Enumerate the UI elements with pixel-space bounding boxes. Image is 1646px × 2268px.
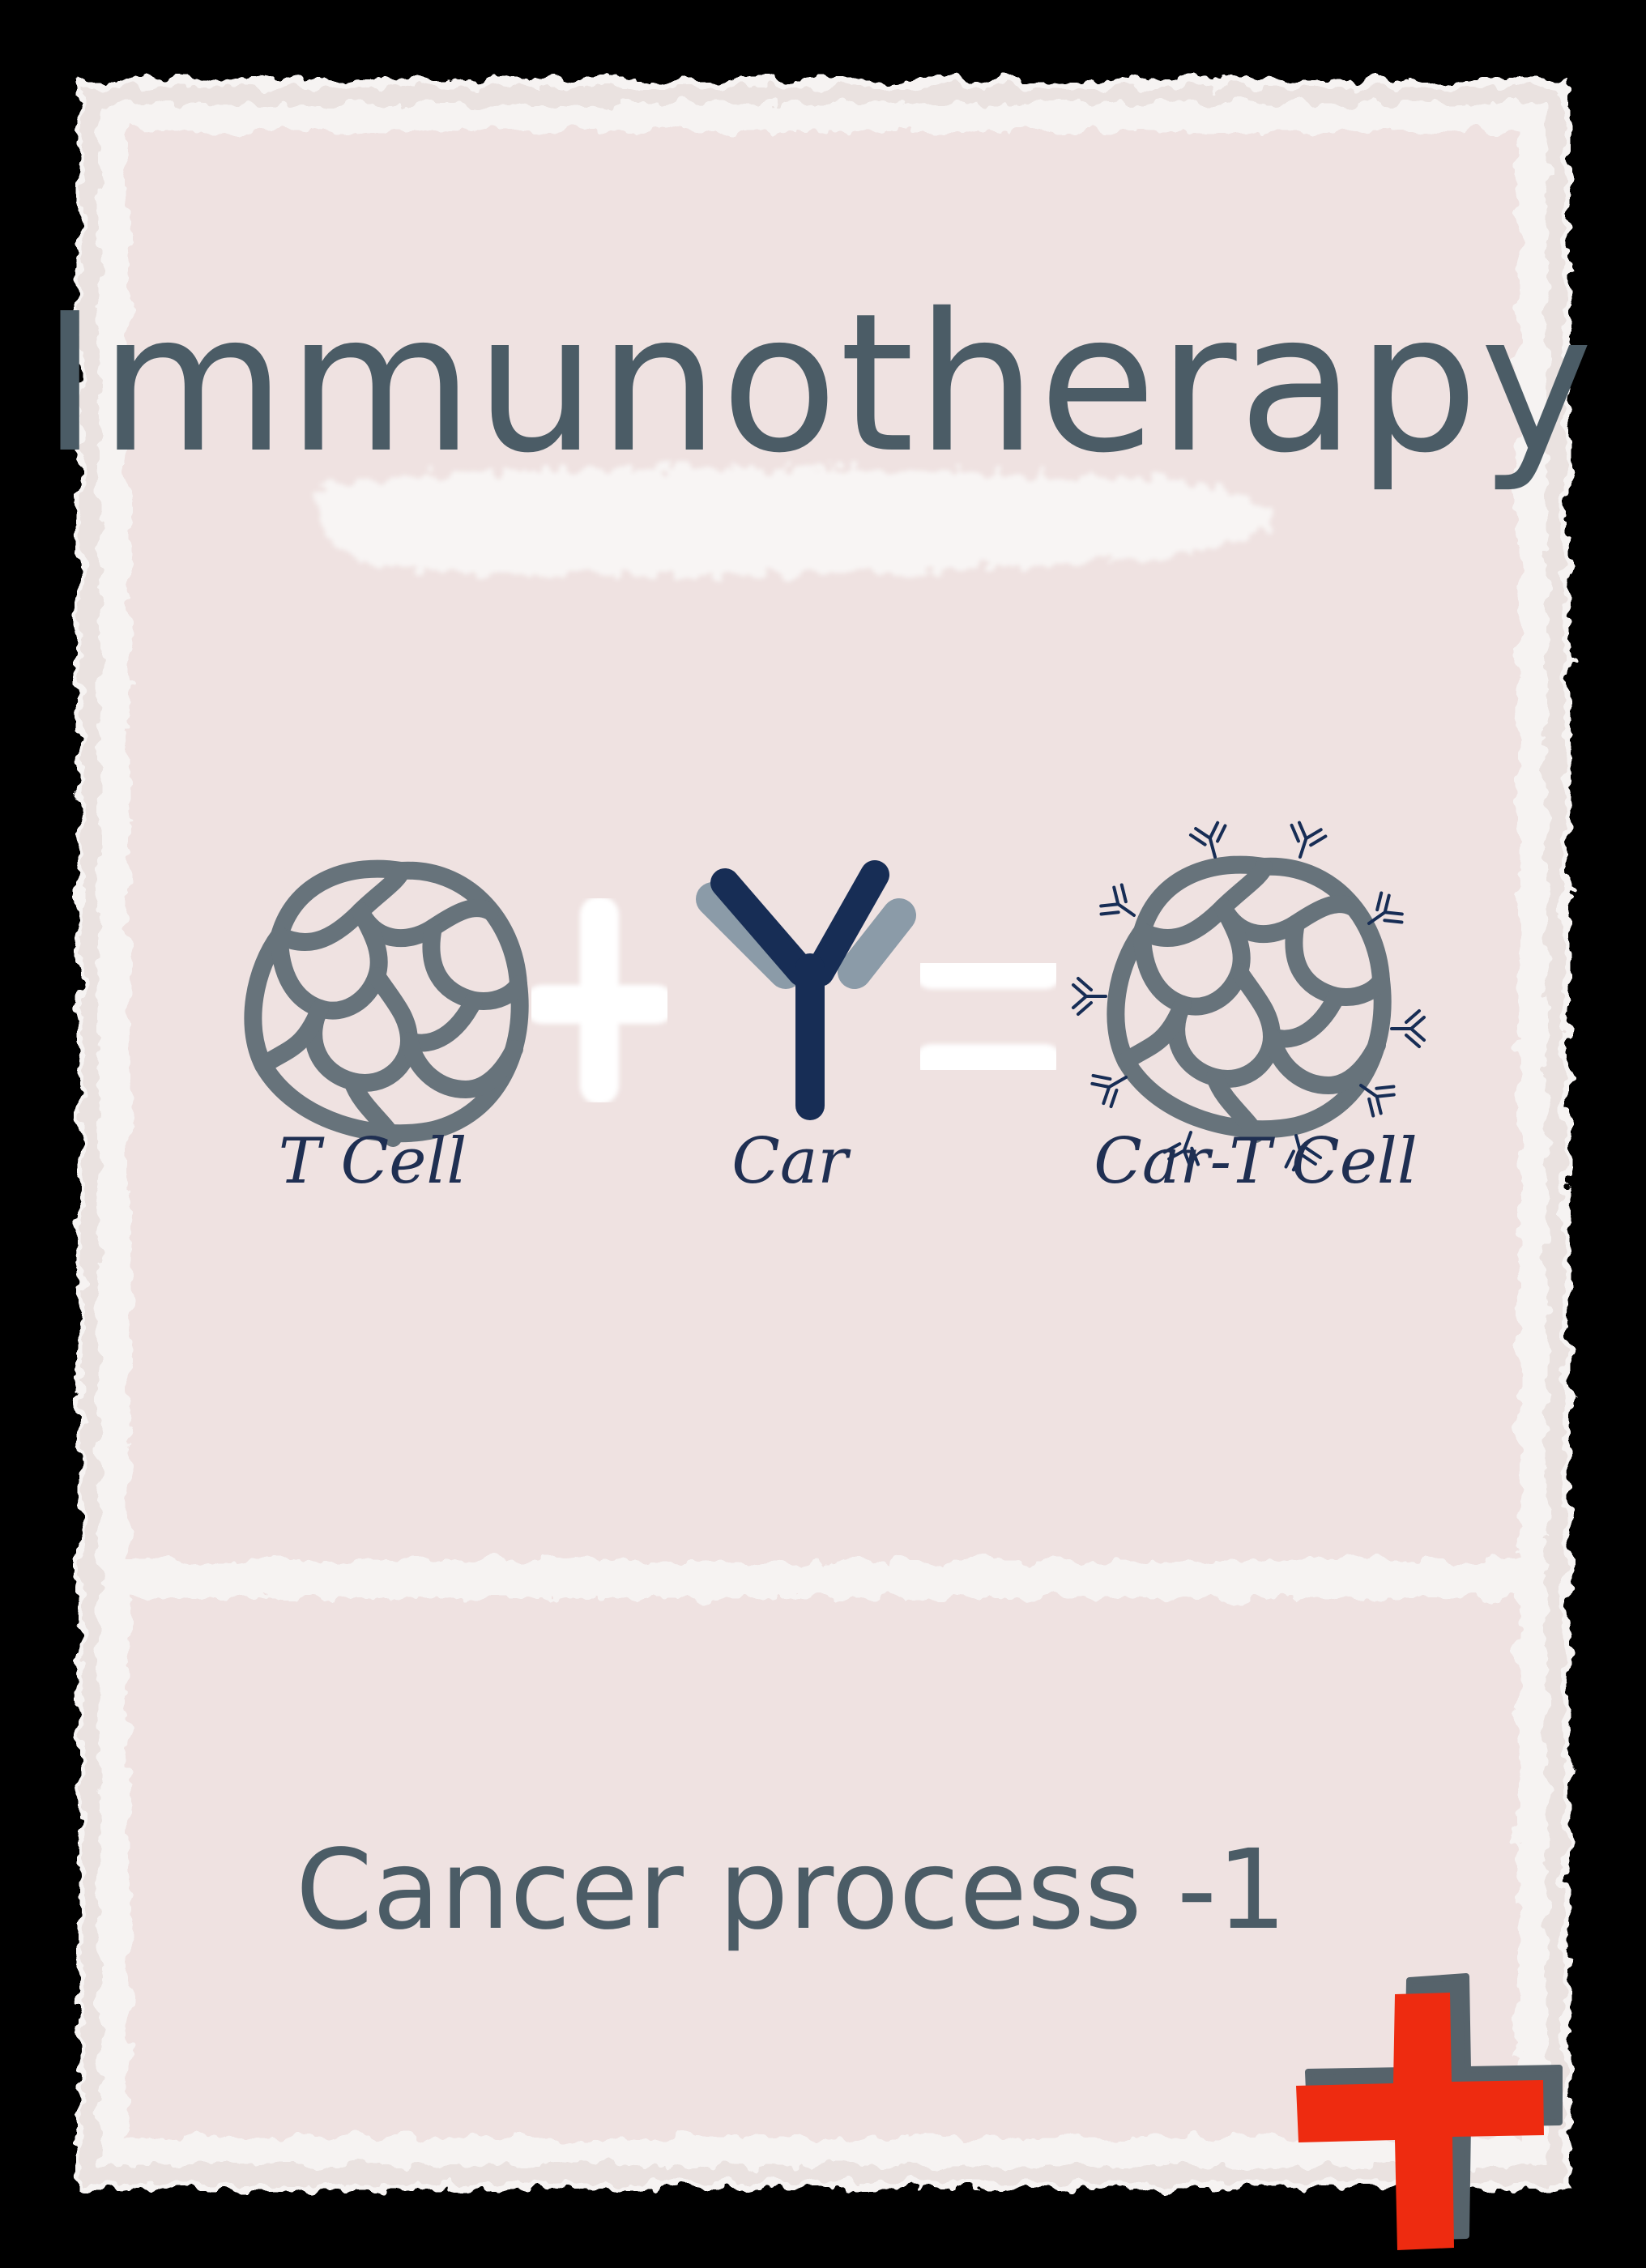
car-t-cell-icon [1072,821,1426,1172]
car-t-cell-label: Car-T Cell [1094,1125,1418,1198]
t-cell-label: T Cell [279,1125,467,1198]
plus-icon [523,896,676,1105]
car-label: Car [731,1125,851,1198]
card-title: Immunotherapy [41,272,1594,495]
red-cross-icon [1296,1973,1563,2250]
car-antibody-icon [696,860,916,1120]
receptor-icon [1072,821,1426,1172]
equals-icon [915,955,1062,1078]
card-frame [77,79,1574,2189]
equation: T Cell Car Car-T Cell [253,821,1426,1198]
title-brush-smudge [313,468,1267,576]
footer-text: Cancer process -1 [296,1827,1287,1955]
